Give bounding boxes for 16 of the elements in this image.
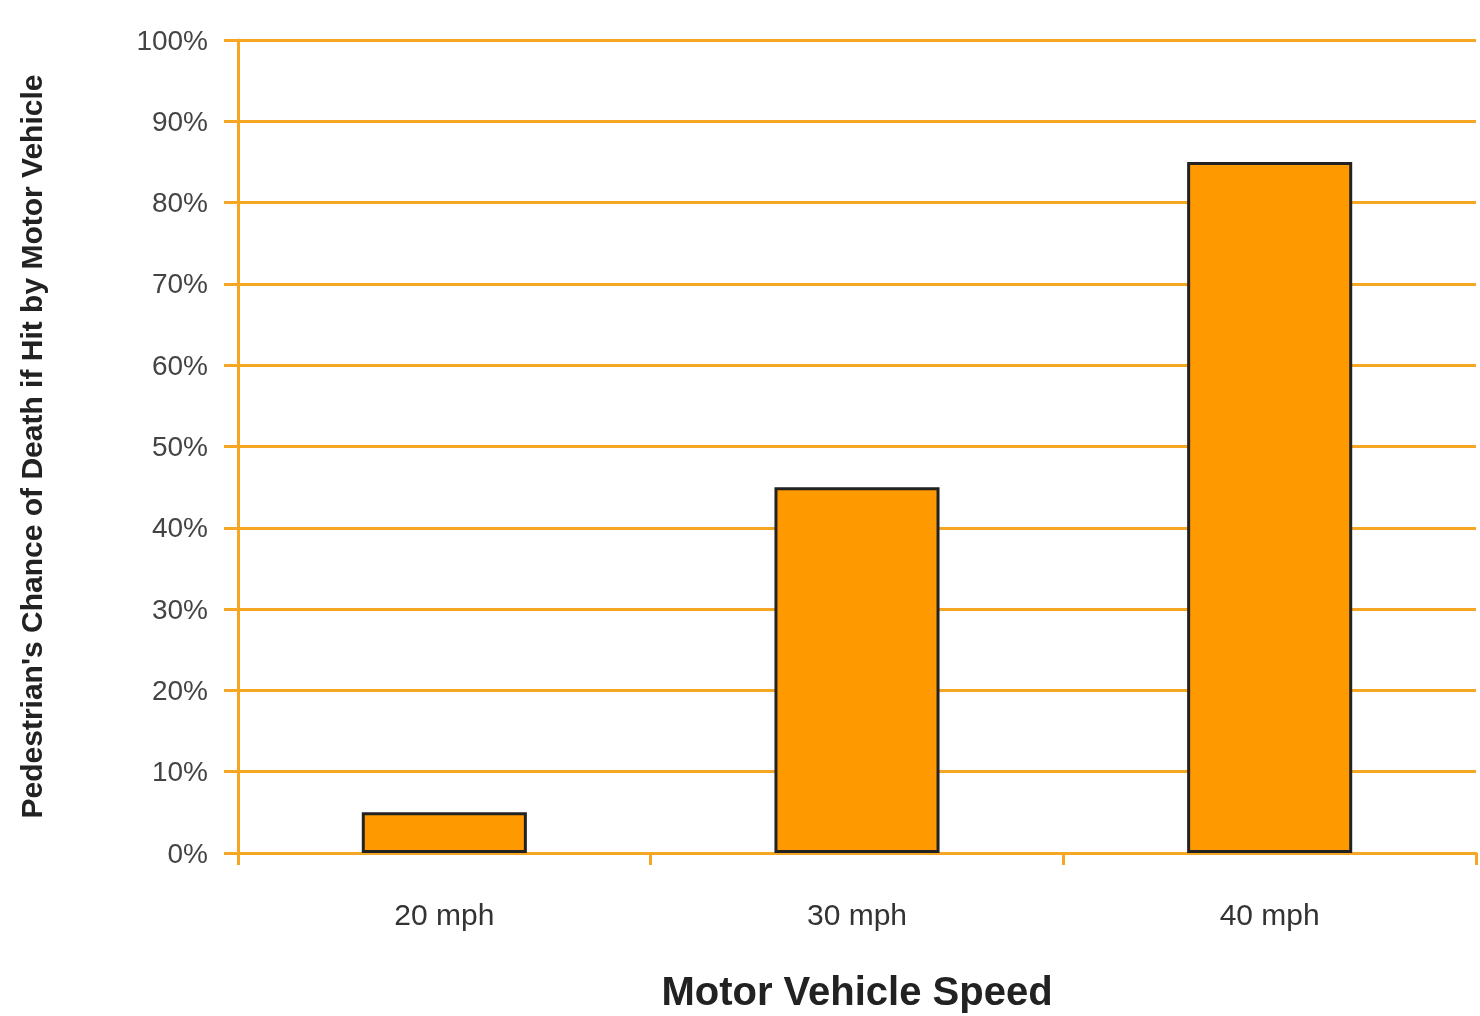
x-tick-label: 20 mph [394,897,495,931]
y-tick-label: 20% [151,674,208,706]
y-tick-label: 80% [151,187,208,219]
y-tick-label: 60% [151,349,208,381]
y-tick-label: 90% [151,105,208,137]
x-tick-label: 40 mph [1219,897,1320,931]
y-axis-title: Pedestrian's Chance of Death if Hit by Motor Vehicle [14,74,48,819]
y-tick-label: 40% [151,512,208,544]
x-tick-label: 30 mph [806,897,908,931]
y-tick-label: 70% [151,268,208,300]
y-tick-label: 100% [136,24,208,56]
y-tick-label: 50% [151,431,208,462]
y-tick-label: 10% [151,756,208,788]
y-tick-label: 0% [167,837,208,869]
x-axis-title: Motor Vehicle Speed [661,969,1053,1013]
y-tick-label: 30% [151,593,208,625]
